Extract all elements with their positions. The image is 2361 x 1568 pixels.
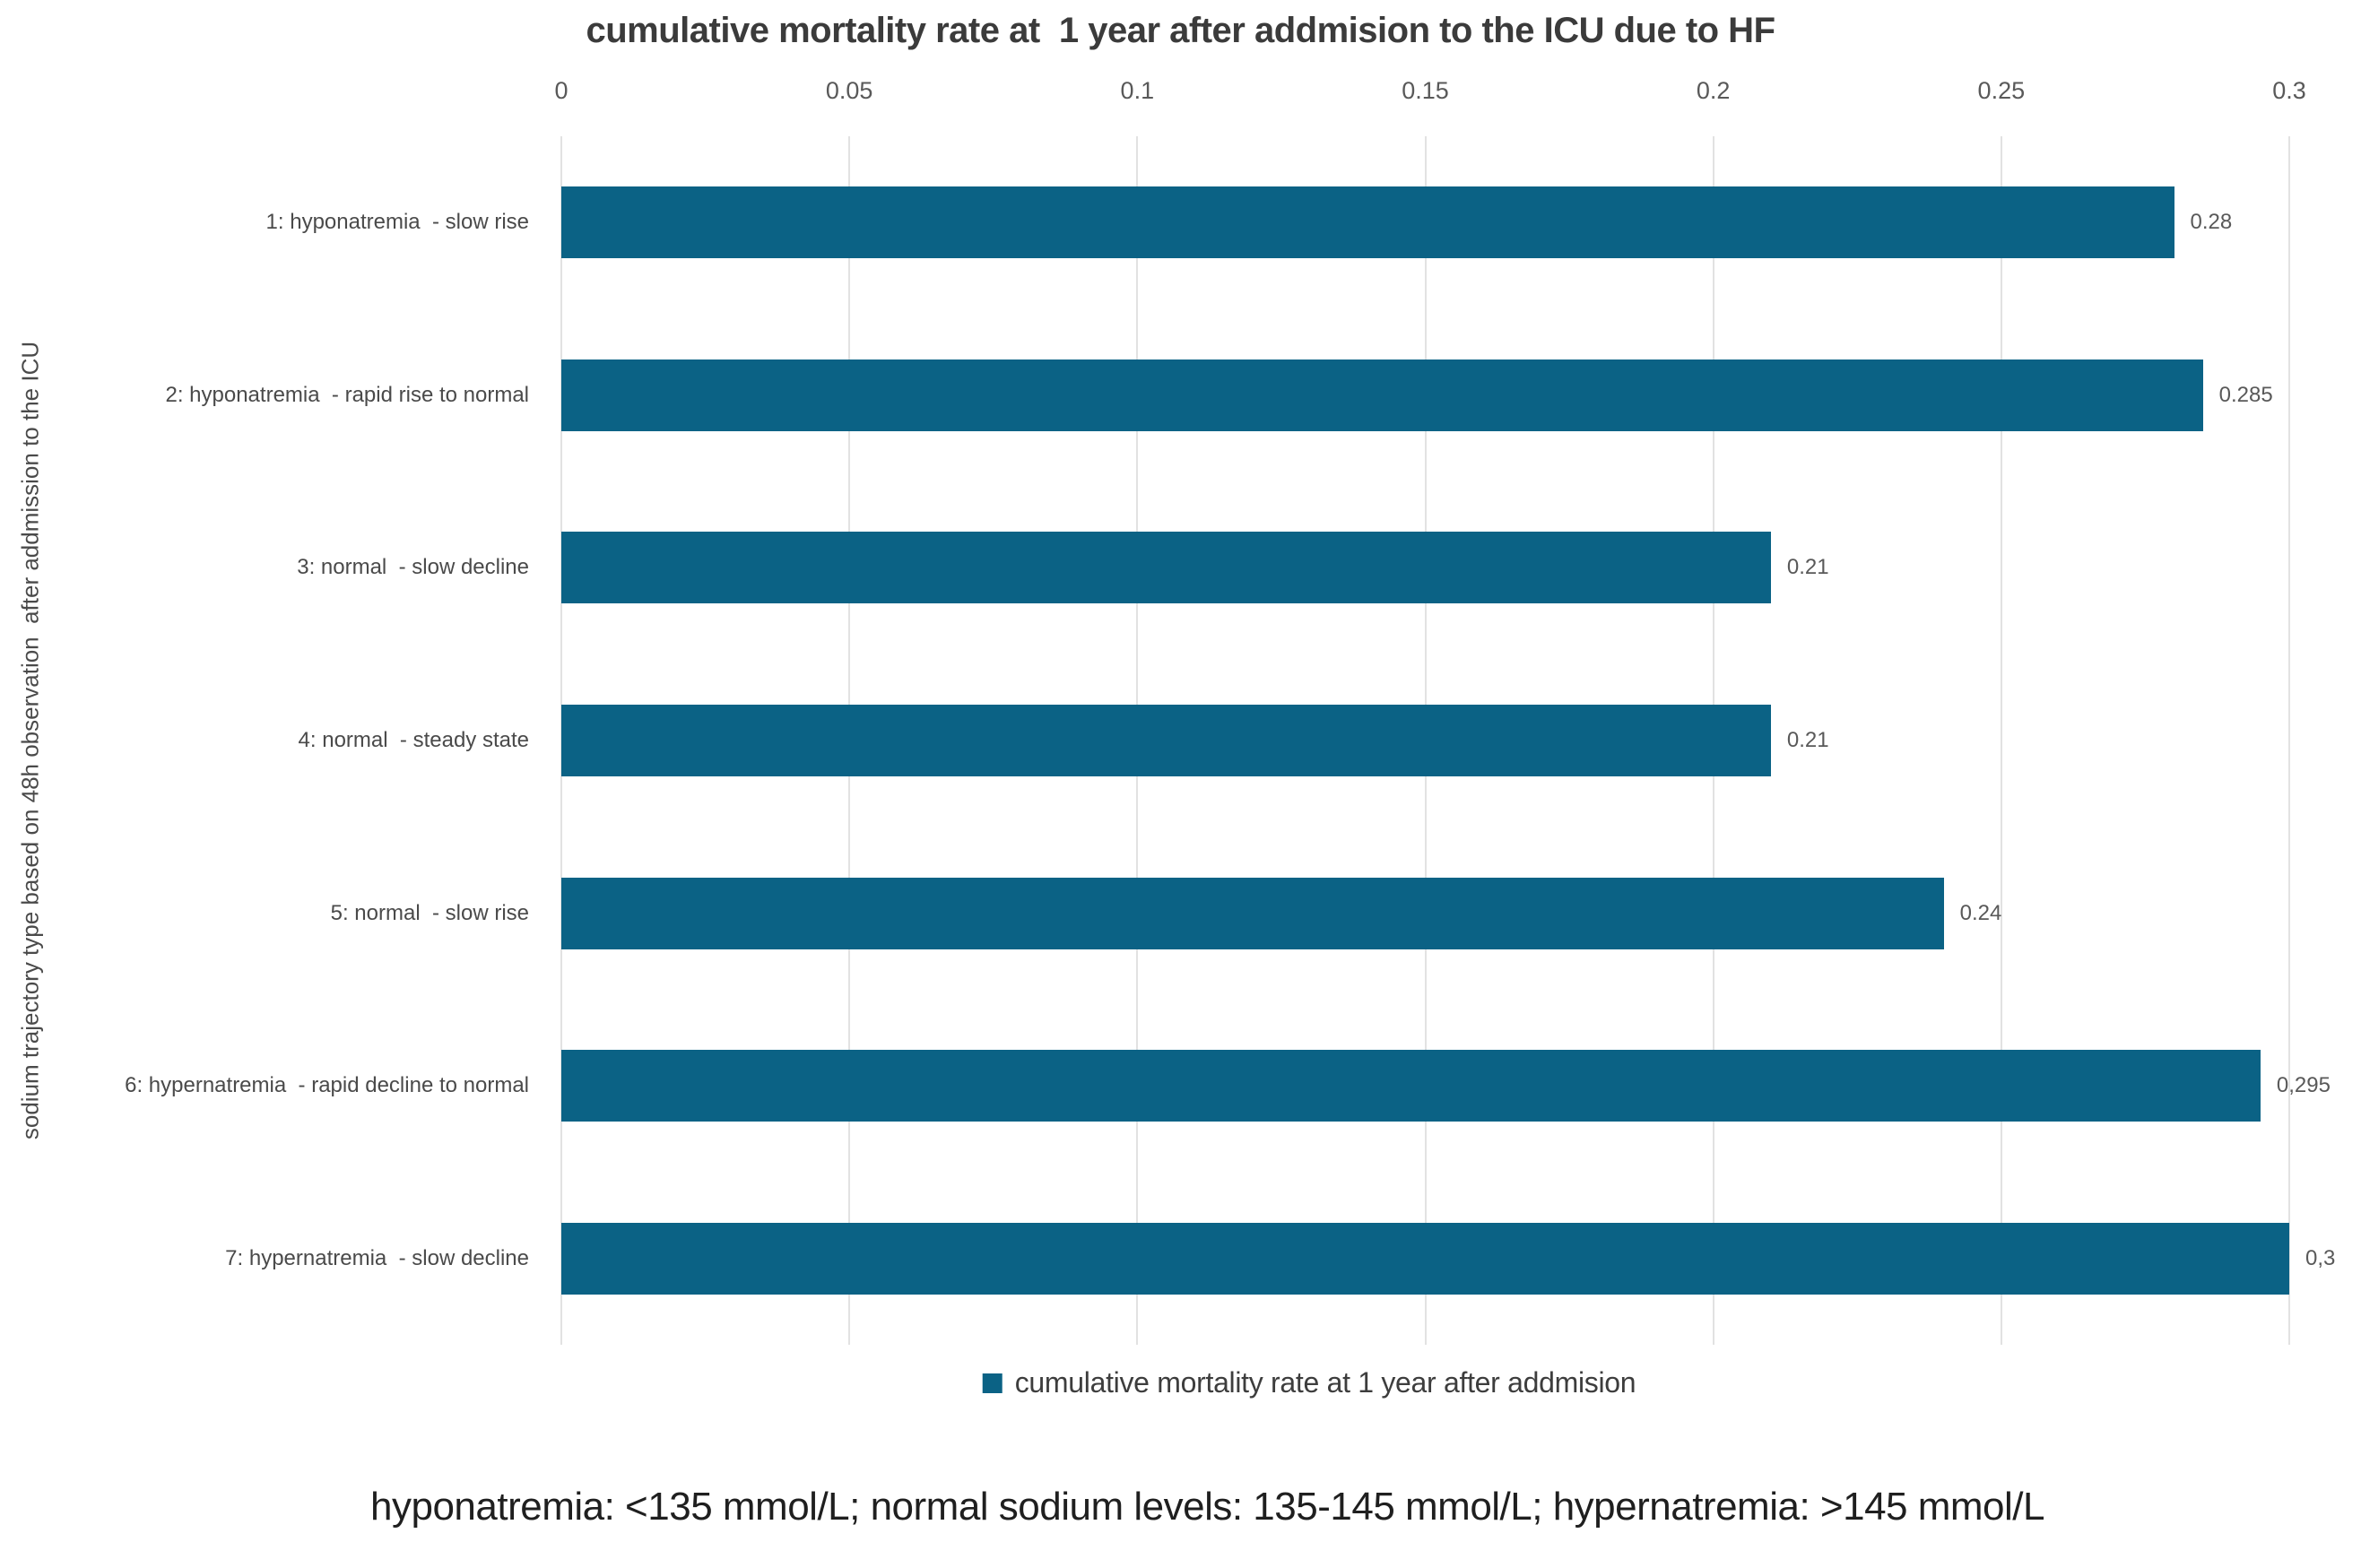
gridline [2000, 136, 2002, 1345]
bar-row: 6: hypernatremia - rapid decline to norm… [125, 1000, 2331, 1173]
bar-row: 3: normal - slow decline 0.21 [297, 481, 2289, 654]
x-tick-label: 0.25 [1977, 77, 2026, 104]
category-label: 6: hypernatremia - rapid decline to norm… [125, 1073, 529, 1098]
bar[interactable] [561, 1050, 2261, 1122]
legend-marker-icon [982, 1373, 1003, 1393]
bar-row: 4: normal - steady state 0.21 [299, 654, 2289, 827]
bar[interactable] [561, 705, 1771, 777]
category-label: 1: hyponatremia - slow rise [265, 210, 529, 235]
bar[interactable] [561, 359, 2203, 431]
value-label: 0.21 [1786, 728, 1829, 753]
x-tick-label: 0.3 [2272, 77, 2306, 104]
bar[interactable] [561, 532, 1771, 604]
value-label: 0.285 [2218, 382, 2273, 407]
value-label: 0.24 [1959, 900, 2002, 925]
chart-title: cumulative mortality rate at 1 year afte… [586, 11, 1775, 50]
value-label: 0.28 [2190, 210, 2233, 235]
x-tick-label: 0.2 [1696, 77, 1731, 104]
category-label: 4: normal - steady state [298, 728, 529, 753]
bar-row: 5: normal - slow rise 0.24 [331, 827, 2289, 1000]
category-label: 2: hyponatremia - rapid rise to normal [165, 382, 529, 407]
bar-row: 2: hyponatremia - rapid rise to normal 0.… [165, 309, 2289, 482]
x-axis-ticks: 0 0.05 0.1 0.15 0.2 0.25 0.3 [554, 77, 2305, 113]
bars-layer: 1: hyponatremia - slow rise 0.28 2: hypona… [125, 136, 2335, 1345]
bar-row: 7: hypernatremia - slow decline 0,3 [225, 1172, 2335, 1345]
x-tick-label: 0.05 [825, 77, 873, 104]
footnote: hyponatremia: <135 mmol/L; normal sodium… [370, 1485, 2044, 1529]
bar-row: 1: hyponatremia - slow rise 0.28 [266, 136, 2289, 309]
category-label: 5: normal - slow rise [330, 900, 529, 925]
legend-label: cumulative mortality rate at 1 year afte… [1014, 1366, 1636, 1399]
value-label: 0.21 [1786, 555, 1829, 580]
value-label: 0,3 [2305, 1245, 2336, 1270]
x-tick-label: 0.1 [1120, 77, 1155, 104]
category-label: 7: hypernatremia - slow decline [225, 1245, 529, 1270]
y-axis-title: sodium trajectory type based on 48h obse… [16, 341, 44, 1140]
x-tick-label: 0 [554, 77, 569, 104]
legend[interactable]: cumulative mortality rate at 1 year afte… [982, 1366, 1636, 1399]
bar[interactable] [561, 877, 1944, 949]
x-tick-label: 0.15 [1402, 77, 1449, 104]
plot-area: 1: hyponatremia - slow rise 0.28 2: hypona… [125, 136, 2335, 1345]
value-label: 0,295 [2276, 1073, 2331, 1098]
bar[interactable] [561, 186, 2174, 259]
bar[interactable] [561, 1222, 2289, 1295]
gridline [2288, 136, 2290, 1345]
category-label: 3: normal - slow decline [297, 555, 529, 580]
